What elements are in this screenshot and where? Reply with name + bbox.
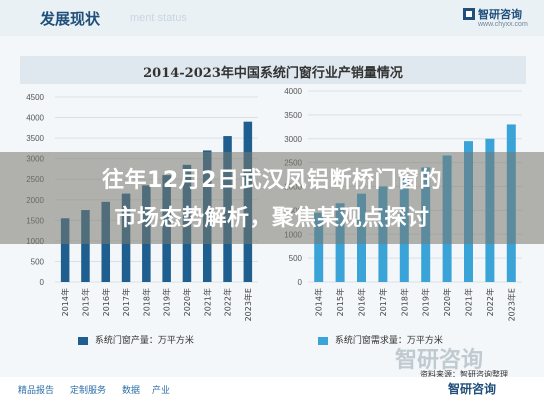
y-tick-label: 4000 <box>284 87 302 96</box>
footer-link-custom[interactable]: 定制服务 <box>70 386 107 396</box>
x-tick-label: 2019年 <box>421 288 431 316</box>
y-tick-label: 4000 <box>26 114 44 123</box>
legend-swatch-demand <box>318 336 328 345</box>
y-tick-label: 4500 <box>26 93 44 102</box>
y-tick-label: 3000 <box>284 135 302 144</box>
y-tick-label: 0 <box>40 278 45 287</box>
x-tick-label: 2014年 <box>314 288 324 316</box>
source-note: 资料来源：智研咨询整理 <box>420 370 508 379</box>
bar <box>81 210 90 282</box>
brand-name: 智研咨询 <box>478 8 522 21</box>
legend-label-demand: 系统门窗需求量：万平方米 <box>334 336 443 346</box>
x-tick-label: 2019年 <box>162 288 172 316</box>
x-tick-label: 2023年E <box>506 288 516 321</box>
brand-url[interactable]: www.chyxx.com <box>478 21 528 28</box>
x-tick-label: 2022年 <box>223 288 233 316</box>
footer-link-industry[interactable]: 产业 <box>152 386 171 396</box>
x-tick-label: 2020年 <box>442 288 452 316</box>
headline-line-1: 往年12月2日武汉凤铝断桥门窗的 <box>102 168 442 193</box>
x-tick-label: 2016年 <box>101 288 111 316</box>
x-tick-label: 2017年 <box>121 288 131 316</box>
x-tick-label: 2020年 <box>182 288 192 316</box>
bar <box>314 212 324 282</box>
x-tick-label: 2014年 <box>60 288 70 316</box>
x-tick-label: 2015年 <box>335 288 345 316</box>
x-tick-label: 2021年 <box>202 288 212 316</box>
header-bar: 发展现状 ment status 智研咨询 www.chyxx.com <box>0 0 544 36</box>
headline-overlay <box>0 152 544 244</box>
y-tick-label: 500 <box>31 257 45 266</box>
x-tick-label: 2021年 <box>464 288 474 316</box>
brand-logo-icon <box>463 8 475 20</box>
x-tick-label: 2022年 <box>485 288 495 316</box>
legend-right: 系统门窗需求量：万平方米 <box>318 333 443 346</box>
x-tick-label: 2018年 <box>141 288 151 316</box>
y-tick-label: 0 <box>298 278 303 287</box>
chart-title-band: 2014-2023年中国系统门窗行业产销量情况 <box>20 56 526 84</box>
footer-bar: 精品报告 定制服务 数据 产业 智研咨询 <box>0 377 544 400</box>
bar <box>60 218 70 282</box>
legend-label-production: 系统门窗产量：万平方米 <box>94 336 194 346</box>
watermark-text: 智研咨询 <box>395 348 484 373</box>
x-tick-label: 2015年 <box>80 288 90 316</box>
headline-line-2: 市场态势解析，聚焦某观点探讨 <box>114 206 430 231</box>
x-tick-label: 2023年E <box>243 288 253 321</box>
footer-brand-logo: 智研咨询 <box>448 382 497 396</box>
x-tick-label: 2016年 <box>357 288 367 316</box>
section-title: 发展现状 <box>40 10 101 28</box>
y-tick-label: 500 <box>289 254 303 263</box>
x-tick-label: 2017年 <box>378 288 388 316</box>
chart-title: 2014-2023年中国系统门窗行业产销量情况 <box>143 66 403 81</box>
x-tick-label: 2018年 <box>399 288 409 316</box>
legend-swatch-production <box>78 336 88 345</box>
footer-link-data[interactable]: 数据 <box>122 386 141 396</box>
footer-link-reports[interactable]: 精品报告 <box>18 386 55 396</box>
section-subtitle: ment status <box>130 12 187 24</box>
y-tick-label: 3500 <box>284 111 302 120</box>
legend-left: 系统门窗产量：万平方米 <box>78 333 194 346</box>
y-tick-label: 3500 <box>26 134 44 143</box>
